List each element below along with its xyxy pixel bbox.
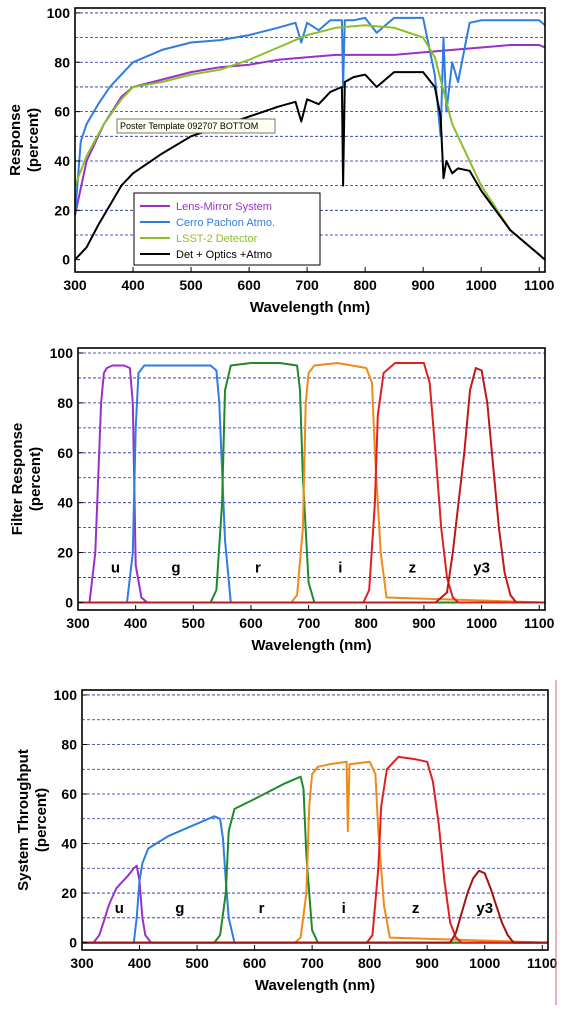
x-axis-label: Wavelength (nm) [250,299,370,316]
band-label-y3: y3 [473,560,490,577]
band-label-g: g [175,900,184,917]
band-label-g: g [171,560,180,577]
band-label-u: u [115,900,124,917]
legend-entry: Cerro Pachon Atmo. [176,217,275,229]
x-tick-label: 800 [353,277,377,293]
band-label-u: u [111,560,120,577]
tooltip-box [116,118,276,134]
x-tick-label: 600 [239,615,263,631]
x-tick-label: 800 [355,615,379,631]
y-axis-label: Filter Response [9,423,26,536]
y-tick-label: 80 [54,54,70,70]
x-tick-label: 500 [185,955,209,971]
x-tick-label: 1100 [524,615,555,631]
series-line-u [82,864,548,944]
series-line-det-optics-atmo [74,71,546,261]
y-tick-label: 100 [50,345,74,361]
band-label-z: z [412,900,420,917]
series-line-g [82,815,548,944]
y-axis-label: (percent) [25,108,42,172]
series-line-r [82,775,548,944]
series-line-r [78,362,545,604]
legend-entry: Det + Optics +Atmo [176,249,272,261]
x-tick-label: 400 [124,615,148,631]
x-tick-label: 1100 [524,277,555,293]
y-tick-label: 40 [57,495,73,511]
x-axis-label: Wavelength (nm) [255,977,375,994]
x-tick-label: 500 [182,615,206,631]
x-tick-label: 600 [237,277,261,293]
series-line-u [78,364,545,604]
x-tick-label: 300 [63,277,87,293]
x-tick-label: 400 [121,277,145,293]
series-line-g [78,364,545,604]
band-label-r: r [255,560,261,577]
band-label-r: r [259,900,265,917]
x-tick-label: 800 [358,955,382,971]
y-tick-label: 0 [62,252,70,268]
series-line-lsst-2-detector [74,24,546,261]
band-label-z: z [409,560,417,577]
x-tick-label: 900 [411,277,435,293]
x-tick-label: 300 [66,615,90,631]
chart-2: 300 400 500 600 700 800 900 1000 1100 0 20 40 60 80 10… [9,345,555,654]
series-line-y3 [82,869,548,944]
x-tick-label: 400 [128,955,152,971]
y-tick-label: 40 [54,153,70,169]
x-tick-label: 700 [295,277,319,293]
y-axis-label: Response [7,104,24,176]
y-tick-label: 100 [47,5,71,21]
y-tick-label: 60 [61,786,77,802]
series-line-z [78,362,545,604]
y-tick-label: 20 [61,885,77,901]
y-tick-label: 60 [54,104,70,120]
x-tick-label: 600 [243,955,267,971]
x-tick-label: 700 [297,615,321,631]
y-tick-label: 80 [61,736,77,752]
tooltip-text: Poster Template 092707 BOTTOM [120,121,258,131]
y-tick-label: 20 [57,545,73,561]
legend-entry: LSST-2 Detector [176,233,258,245]
plot-frame [77,347,546,611]
x-tick-label: 700 [300,955,324,971]
band-label-i: i [338,560,342,577]
series-line-i [78,362,546,604]
y-tick-label: 100 [54,687,78,703]
x-tick-label: 1000 [469,955,500,971]
series-line-z [82,755,548,944]
legend-entry: Lens-Mirror System [176,201,272,213]
x-tick-label: 1000 [466,615,497,631]
x-tick-label: 1100 [527,955,558,971]
series-line-y3 [78,367,545,604]
x-tick-label: 900 [416,955,440,971]
y-tick-label: 0 [69,935,77,951]
band-label-y3: y3 [476,900,493,917]
y-tick-label: 60 [57,445,73,461]
chart-3: 300 400 500 600 700 800 900 1000 1100 0 20 40 60 80 10… [15,687,558,994]
y-axis-label: (percent) [27,447,44,511]
y-axis-label: System Throughput [15,749,32,891]
plot-frame [81,689,549,951]
y-axis-label: (percent) [33,788,50,852]
x-axis-label: Wavelength (nm) [251,637,371,654]
plot-frame [74,7,546,273]
y-tick-label: 20 [54,202,70,218]
y-tick-label: 80 [57,395,73,411]
x-tick-label: 900 [412,615,436,631]
series-line-lens-mirror-system [74,44,546,216]
y-tick-label: 0 [65,595,73,611]
series-line-i [82,760,549,944]
series-line-cerro-pachon-atmo- [74,16,546,216]
x-tick-label: 1000 [466,277,497,293]
chart-1: 300 400 500 600 700 800 900 1000 1100 0 20 40 60 80 10… [7,5,555,316]
x-tick-label: 300 [70,955,94,971]
y-tick-label: 40 [61,836,77,852]
band-label-i: i [342,900,346,917]
x-tick-label: 500 [179,277,203,293]
